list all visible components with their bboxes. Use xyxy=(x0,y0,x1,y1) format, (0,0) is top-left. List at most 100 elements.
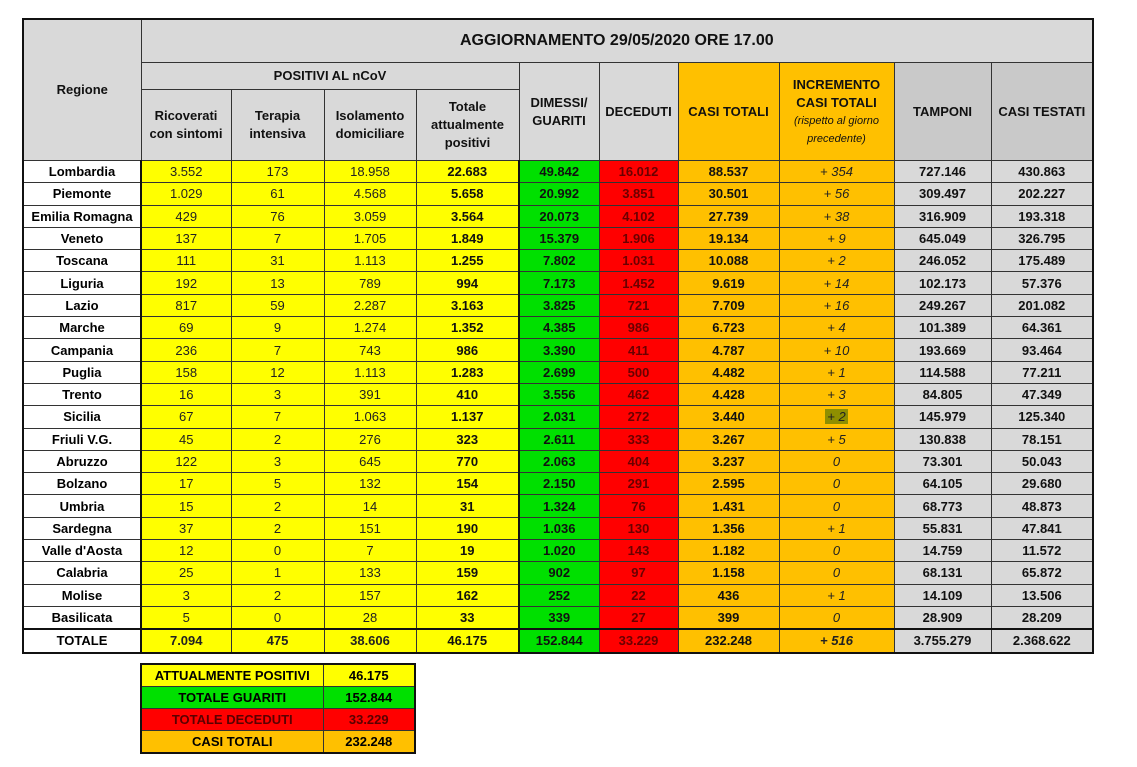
header-totale-positivi: Totale attualmente positivi xyxy=(415,89,520,161)
cell-dimessi-guariti: 15.379 xyxy=(518,226,600,251)
cell-incremento: + 1 xyxy=(778,516,895,541)
cell-casi-totali: 19.134 xyxy=(677,226,780,251)
cell-casi-testati: 13.506 xyxy=(990,583,1094,607)
cell-totale-positivi: 159 xyxy=(415,561,520,585)
cell-regione: Calabria xyxy=(22,561,142,585)
cell-casi-testati: 29.680 xyxy=(990,472,1094,496)
cell-regione: Toscana xyxy=(22,249,142,273)
table-row: Abruzzo 122 3 645 770 2.063 404 3.237 0 73.301 50.… xyxy=(22,449,1094,474)
cell-casi-totali: 436 xyxy=(677,583,780,607)
cell-ricoverati: 16 xyxy=(140,382,232,407)
summary-label: TOTALE DECEDUTI xyxy=(140,708,324,731)
cell-tamponi: 727.146 xyxy=(893,159,992,184)
cell-dimessi-guariti: 2.063 xyxy=(518,449,600,474)
cell-casi-testati: 125.340 xyxy=(990,405,1094,429)
cell-totale-positivi: 22.683 xyxy=(415,159,520,184)
cell-incremento: 0 xyxy=(778,561,895,585)
cell-casi-totali: 1.356 xyxy=(677,516,780,541)
cell-ricoverati: 122 xyxy=(140,449,232,474)
cell-terapia: 5 xyxy=(230,472,325,496)
cell-deceduti: 411 xyxy=(598,338,679,362)
cell-isolamento: 28 xyxy=(323,605,417,630)
cell-regione: Molise xyxy=(22,583,142,607)
cell-regione: Abruzzo xyxy=(22,449,142,474)
cell-ricoverati: 15 xyxy=(140,494,232,518)
summary-value: 46.175 xyxy=(322,663,416,687)
cell-dimessi-guariti: 4.385 xyxy=(518,316,600,340)
cell-deceduti: 333 xyxy=(598,427,679,451)
cell-tamponi: 68.773 xyxy=(893,494,992,518)
cell-casi-totali: 30.501 xyxy=(677,182,780,206)
cell-casi-testati: 78.151 xyxy=(990,427,1094,451)
cell-dimessi-guariti: 2.611 xyxy=(518,427,600,451)
summary-label: TOTALE GUARITI xyxy=(140,686,324,709)
cell-deceduti: 4.102 xyxy=(598,204,679,228)
table-row: Trento 16 3 391 410 3.556 462 4.428 + 3 84.805 47.… xyxy=(22,382,1094,407)
cell-terapia: 9 xyxy=(230,316,325,340)
cell-incremento: 0 xyxy=(778,494,895,518)
cell-tamponi: 28.909 xyxy=(893,605,992,630)
cell-terapia: 2 xyxy=(230,494,325,518)
cell-totale-positivi: 770 xyxy=(415,449,520,474)
table-row: Lazio 817 59 2.287 3.163 3.825 721 7.709 + 16 249… xyxy=(22,293,1094,318)
cell-dimessi-guariti: 7.173 xyxy=(518,271,600,295)
cell-regione: Puglia xyxy=(22,360,142,384)
table-row: Molise 3 2 157 162 252 22 436 + 1 14.109 13.506 xyxy=(22,583,1094,607)
summary-table: ATTUALMENTE POSITIVI 46.175 TOTALE GUARITI… xyxy=(140,663,416,754)
cell-casi-testati: 28.209 xyxy=(990,605,1094,630)
cell-casi-totali: 27.739 xyxy=(677,204,780,228)
table-body: Lombardia 3.552 173 18.958 22.683 49.842 16.01… xyxy=(22,159,1094,654)
cell-tamponi: 14.759 xyxy=(893,539,992,563)
cell-isolamento: 276 xyxy=(323,427,417,451)
table-row: Basilicata 5 0 28 33 339 27 399 0 28.909 28.209 xyxy=(22,605,1094,630)
summary-label: ATTUALMENTE POSITIVI xyxy=(140,663,324,687)
cell-casi-totali: 7.709 xyxy=(677,293,780,318)
summary-label: CASI TOTALI xyxy=(140,730,324,754)
cell-terapia: 0 xyxy=(230,539,325,563)
cell-dimessi-guariti: 7.802 xyxy=(518,249,600,273)
cell-casi-totali: 10.088 xyxy=(677,249,780,273)
cell-dimessi-guariti: 20.073 xyxy=(518,204,600,228)
cell-casi-totali: 2.595 xyxy=(677,472,780,496)
cell-dimessi-guariti: 3.556 xyxy=(518,382,600,407)
cell-terapia: 1 xyxy=(230,561,325,585)
cell-dimessi-guariti: 902 xyxy=(518,561,600,585)
cell-terapia: 76 xyxy=(230,204,325,228)
cell-casi-testati: 93.464 xyxy=(990,338,1094,362)
cell-ricoverati: 192 xyxy=(140,271,232,295)
summary-value: 232.248 xyxy=(322,730,416,754)
cell-tamponi: 14.109 xyxy=(893,583,992,607)
cell-ricoverati: 3 xyxy=(140,583,232,607)
header-incremento: INCREMENTO CASI TOTALI (rispetto al gior… xyxy=(778,62,895,161)
cell-isolamento: 645 xyxy=(323,449,417,474)
cell-totale-positivi: 190 xyxy=(415,516,520,541)
cell-incremento: 0 xyxy=(778,605,895,630)
table-row: Bolzano 17 5 132 154 2.150 291 2.595 0 64.105 29.6… xyxy=(22,472,1094,496)
header-incremento-label: INCREMENTO CASI TOTALI xyxy=(792,76,881,110)
cell-isolamento: 2.287 xyxy=(323,293,417,318)
cell-deceduti: 291 xyxy=(598,472,679,496)
cell-totale-positivi: 19 xyxy=(415,539,520,563)
header-incremento-note: (rispetto al giorno precedente) xyxy=(794,114,879,145)
cell-totale-positivi: 3.564 xyxy=(415,204,520,228)
cell-isolamento: 151 xyxy=(323,516,417,541)
cell-totale-positivi: 3.163 xyxy=(415,293,520,318)
cell-casi-testati: 202.227 xyxy=(990,182,1094,206)
cell-casi-testati: 175.489 xyxy=(990,249,1094,273)
cell-totale-positivi: 46.175 xyxy=(415,628,520,654)
cell-tamponi: 145.979 xyxy=(893,405,992,429)
cell-casi-totali: 9.619 xyxy=(677,271,780,295)
cell-tamponi: 249.267 xyxy=(893,293,992,318)
cell-incremento: 0 xyxy=(778,539,895,563)
cell-deceduti: 27 xyxy=(598,605,679,630)
cell-terapia: 2 xyxy=(230,516,325,541)
cell-ricoverati: 12 xyxy=(140,539,232,563)
cell-tamponi: 645.049 xyxy=(893,226,992,251)
table-row: Sicilia 67 7 1.063 1.137 2.031 272 3.440 + 2 145.… xyxy=(22,405,1094,429)
cell-deceduti: 1.452 xyxy=(598,271,679,295)
cell-ricoverati: 69 xyxy=(140,316,232,340)
update-title: AGGIORNAMENTO 29/05/2020 ORE 17.00 xyxy=(140,18,1094,63)
cell-terapia: 3 xyxy=(230,449,325,474)
cell-incremento: + 38 xyxy=(778,204,895,228)
cell-terapia: 2 xyxy=(230,427,325,451)
